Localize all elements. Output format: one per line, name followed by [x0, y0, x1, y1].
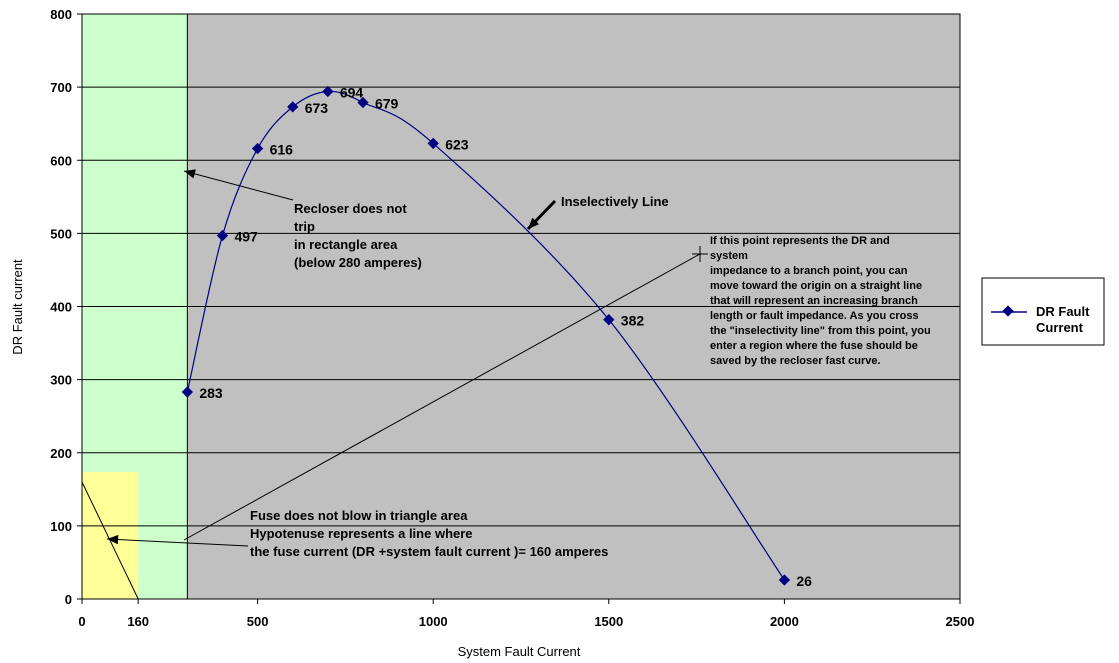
- recloser-annotation-line: (below 280 amperes): [294, 255, 422, 270]
- triangle-region: [82, 472, 139, 599]
- fuse-annotation-line: Fuse does not blow in triangle area: [250, 508, 468, 523]
- x-tick-label: 0: [78, 614, 85, 629]
- legend-marker: [1002, 305, 1014, 317]
- data-point: [251, 142, 264, 155]
- y-tick-label: 500: [50, 226, 72, 241]
- recloser-arrow: [183, 170, 294, 201]
- x-axis-label: System Fault Current: [458, 644, 581, 659]
- x-tick-label: 2000: [770, 614, 799, 629]
- x-tick-label: 2500: [946, 614, 975, 629]
- x-tick-label: 1000: [419, 614, 448, 629]
- y-tick-label: 200: [50, 446, 72, 461]
- branch-point-annotation-line: the "inselectivity line" from this point…: [710, 325, 931, 337]
- x-tick-label: 160: [127, 614, 149, 629]
- data-point: [427, 137, 439, 150]
- branch-point-annotation-line: length or fault impedance. As you cross: [710, 310, 919, 322]
- inselectively-arrow-head: [528, 217, 540, 229]
- x-tick-label: 1500: [594, 614, 623, 629]
- y-tick-label: 400: [50, 300, 72, 315]
- data-label: 497: [234, 229, 258, 245]
- y-tick-label: 100: [50, 519, 72, 534]
- hypotenuse-line: [81, 481, 139, 600]
- y-axis-ticks: 0 100 200 300 400 500 600 700 800: [50, 7, 82, 607]
- y-tick-label: 800: [50, 7, 72, 22]
- branch-point-annotation-line: move toward the origin on a straight lin…: [710, 280, 922, 292]
- legend-label-line-1: DR Fault: [1036, 304, 1090, 319]
- branch-point-annotation-line: that will represent an increasing branch: [710, 295, 918, 307]
- legend: DR Fault Current: [981, 277, 1105, 346]
- series-markers: [181, 85, 791, 586]
- branch-point-annotation-line: enter a region where the fuse should be: [710, 340, 918, 352]
- data-label: 679: [375, 95, 399, 111]
- recloser-annotation-line: Recloser does not: [294, 201, 407, 216]
- annotations: Recloser does not trip in rectangle area (b…: [106, 169, 931, 559]
- data-label: 673: [305, 100, 329, 116]
- fuse-arrow: [106, 538, 249, 547]
- y-axis-label: DR Fault current: [10, 259, 25, 355]
- branch-point-line: [183, 253, 701, 541]
- branch-point-annotation-line: system: [710, 250, 748, 262]
- data-label: 283: [199, 385, 223, 401]
- fuse-annotation-line: the fuse current (DR +system fault curre…: [250, 544, 608, 559]
- data-point: [181, 386, 194, 398]
- data-label: 26: [796, 573, 812, 589]
- x-axis-ticks: 0 160 500 1000 1500 2000 2500: [78, 599, 974, 629]
- branch-point-annotation-line: If this point represents the DR and: [710, 235, 890, 247]
- data-label: 623: [445, 136, 469, 152]
- data-point: [216, 229, 229, 242]
- grid-lines: [82, 86, 960, 527]
- recloser-annotation-line: trip: [294, 219, 315, 234]
- y-tick-label: 0: [65, 592, 72, 607]
- data-point: [603, 314, 615, 326]
- series-line: [186, 90, 785, 581]
- data-label: 616: [270, 142, 294, 158]
- data-label: 382: [621, 313, 645, 329]
- recloser-annotation-line: in rectangle area: [294, 237, 398, 252]
- legend-label-line-2: Current: [1036, 320, 1084, 335]
- x-tick-label: 500: [247, 614, 269, 629]
- fuse-annotation-line: Hypotenuse represents a line where: [250, 526, 473, 541]
- y-tick-label: 700: [50, 80, 72, 95]
- data-labels: 283 497 616 673 694 679 623 382 26: [199, 85, 812, 589]
- inselectively-annotation: Inselectively Line: [561, 194, 669, 209]
- y-tick-label: 600: [50, 153, 72, 168]
- fuse-arrow-head: [107, 534, 119, 545]
- y-tick-label: 300: [50, 373, 72, 388]
- data-point: [778, 574, 791, 586]
- data-label: 694: [340, 85, 364, 101]
- branch-point-annotation-line: saved by the recloser fast curve.: [710, 355, 881, 367]
- branch-point-annotation-line: impedance to a branch point, you can: [710, 265, 908, 277]
- recloser-arrow-head: [184, 169, 196, 179]
